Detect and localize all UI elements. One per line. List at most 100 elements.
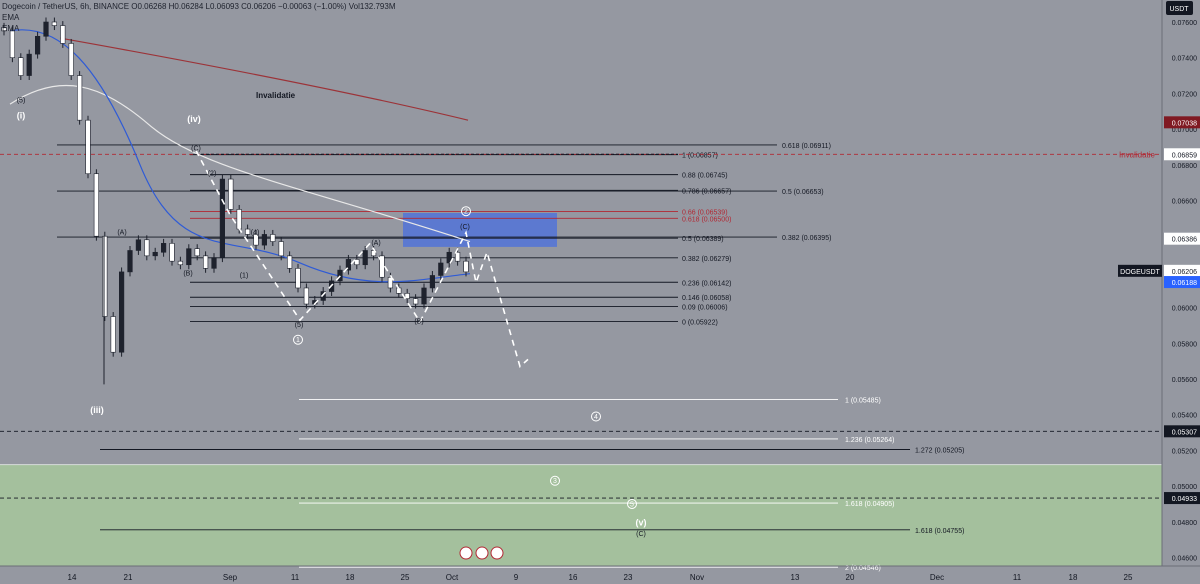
time-tick: Dec	[930, 573, 944, 582]
price-tick: 0.06600	[1172, 199, 1197, 206]
fib-label: 0.618 (0.06500)	[682, 216, 731, 223]
price-tag	[1164, 276, 1200, 289]
candle-body	[119, 271, 125, 353]
price-tag-label: 0.06188	[1172, 280, 1197, 287]
fib-side-label: 0.5 (0.06653)	[782, 189, 824, 196]
wave-label: (v)	[636, 517, 647, 527]
fib-ext-label: 1 (0.05485)	[845, 398, 881, 405]
fib-label: 0.88 (0.06745)	[682, 173, 728, 180]
wave-circle-label: 3	[553, 478, 557, 485]
ma-red	[59, 37, 469, 121]
candle-body	[404, 293, 410, 299]
ma-white	[9, 84, 471, 243]
wave-label: (5)	[17, 97, 26, 104]
projection-paths	[195, 150, 529, 368]
price-axis-bg	[1162, 0, 1200, 584]
price-tag-label: 0.05307	[1172, 429, 1197, 436]
time-tick: 25	[1124, 573, 1133, 582]
candle-body	[51, 21, 57, 26]
price-tick: 0.05200	[1172, 448, 1197, 455]
symbol-tag-label: DOGEUSDT	[1120, 269, 1160, 276]
candle-body	[161, 243, 167, 253]
wave-circle-label: 1	[296, 337, 300, 344]
price-tick: 0.07400	[1172, 56, 1197, 63]
time-tick: 18	[346, 573, 355, 582]
currency-label: USDT	[1169, 6, 1189, 13]
price-tag-label: 0.06206	[1172, 269, 1197, 276]
wave-label: (1)	[240, 272, 249, 279]
candle-body	[228, 178, 234, 210]
fib-side-label: 0.618 (0.06911)	[782, 143, 831, 150]
fib-label: 0 (0.05922)	[682, 320, 718, 327]
price-tick: 0.07600	[1172, 20, 1197, 27]
candle-body	[303, 287, 310, 305]
fib-ext-label: 1.272 (0.05205)	[915, 448, 964, 455]
wave-label: (iii)	[90, 405, 104, 415]
time-tick: 9	[514, 573, 519, 582]
invalidation-chart-label: Invalidatie	[256, 91, 296, 100]
wave-circle-label: 2	[464, 209, 468, 216]
candle-body	[261, 234, 268, 246]
time-tick: Sep	[223, 573, 238, 582]
wave-label: (C)	[460, 224, 470, 231]
wave-label: (A)	[117, 229, 126, 236]
time-tick: Oct	[446, 573, 459, 582]
candle-body	[278, 241, 284, 257]
fib-ext-label: 1.236 (0.05264)	[845, 437, 894, 444]
wave-circle	[293, 334, 303, 345]
candle-body	[446, 251, 452, 264]
fib-label: 0.09 (0.06006)	[682, 305, 728, 312]
price-tick: 0.05800	[1172, 341, 1197, 348]
price-tag	[1164, 264, 1200, 277]
candle-body	[295, 268, 301, 289]
green-target-zone	[0, 464, 1162, 567]
candle-body	[211, 257, 217, 269]
time-tick: 13	[791, 573, 800, 582]
indicator-1[interactable]: EMA	[2, 13, 20, 22]
indicator-2[interactable]: EMA	[2, 24, 20, 33]
time-tick: 11	[1013, 573, 1022, 582]
candle-body	[77, 75, 83, 121]
candle-body	[236, 209, 242, 230]
wave-label: (A)	[371, 240, 380, 247]
symbol-title: Dogecoin / TetherUS, 6h, BINANCE	[2, 2, 130, 11]
wave-circle	[591, 411, 601, 422]
fib-ext-label: 1.618 (0.04755)	[915, 528, 964, 535]
price-tick: 0.04600	[1172, 556, 1197, 563]
price-axis[interactable]: 0.07600 0.07400 0.07200 0.07000 0.06800 0.066…	[1161, 0, 1200, 584]
price-tag	[1164, 116, 1200, 129]
candle-body	[110, 316, 116, 353]
fib-label: 0.146 (0.06058)	[682, 295, 731, 302]
candle-body	[68, 43, 74, 76]
target-zone	[0, 212, 1162, 567]
candle-body	[421, 287, 427, 305]
candles	[1, 17, 469, 385]
candle-body	[219, 178, 226, 258]
wave-circle-label: 4	[594, 414, 598, 421]
price-tick: 0.05400	[1172, 413, 1197, 420]
time-tick: 25	[401, 573, 410, 582]
price-tick: 0.07000	[1172, 127, 1197, 134]
fib-label: 0.786 (0.06657)	[682, 188, 731, 195]
fib-label: 0.66 (0.06539)	[682, 209, 728, 216]
wave-label: (C)	[636, 531, 646, 538]
candle-body	[144, 239, 150, 257]
wave-labels: (5) (i) (iii) (iv) (C) (2) (A) (4) (B) (1) (A) (5) (…	[17, 97, 647, 560]
wave-circle	[627, 498, 637, 509]
candle-body	[1, 27, 7, 32]
fib-side-label: 0.382 (0.06395)	[782, 235, 831, 242]
candle-body	[387, 276, 394, 289]
symbol-header: Dogecoin / TetherUS, 6h, BINANCE O0.0626…	[2, 2, 395, 11]
candle-body	[102, 235, 108, 317]
fib-label: 1 (0.06857)	[682, 153, 718, 160]
price-tick: 0.07200	[1172, 91, 1197, 98]
candle-body	[438, 262, 444, 276]
candle-body	[93, 173, 99, 237]
candle-body	[253, 234, 259, 246]
time-axis[interactable]: 14 21 Sep 11 18 25 Oct 9 16 23 Nov 13 20 Dec 11 18 25	[0, 565, 1200, 582]
wave-circle	[550, 475, 560, 486]
candle-body	[203, 255, 209, 269]
time-tick: Nov	[690, 573, 704, 582]
wave-label: (C)	[191, 146, 201, 153]
